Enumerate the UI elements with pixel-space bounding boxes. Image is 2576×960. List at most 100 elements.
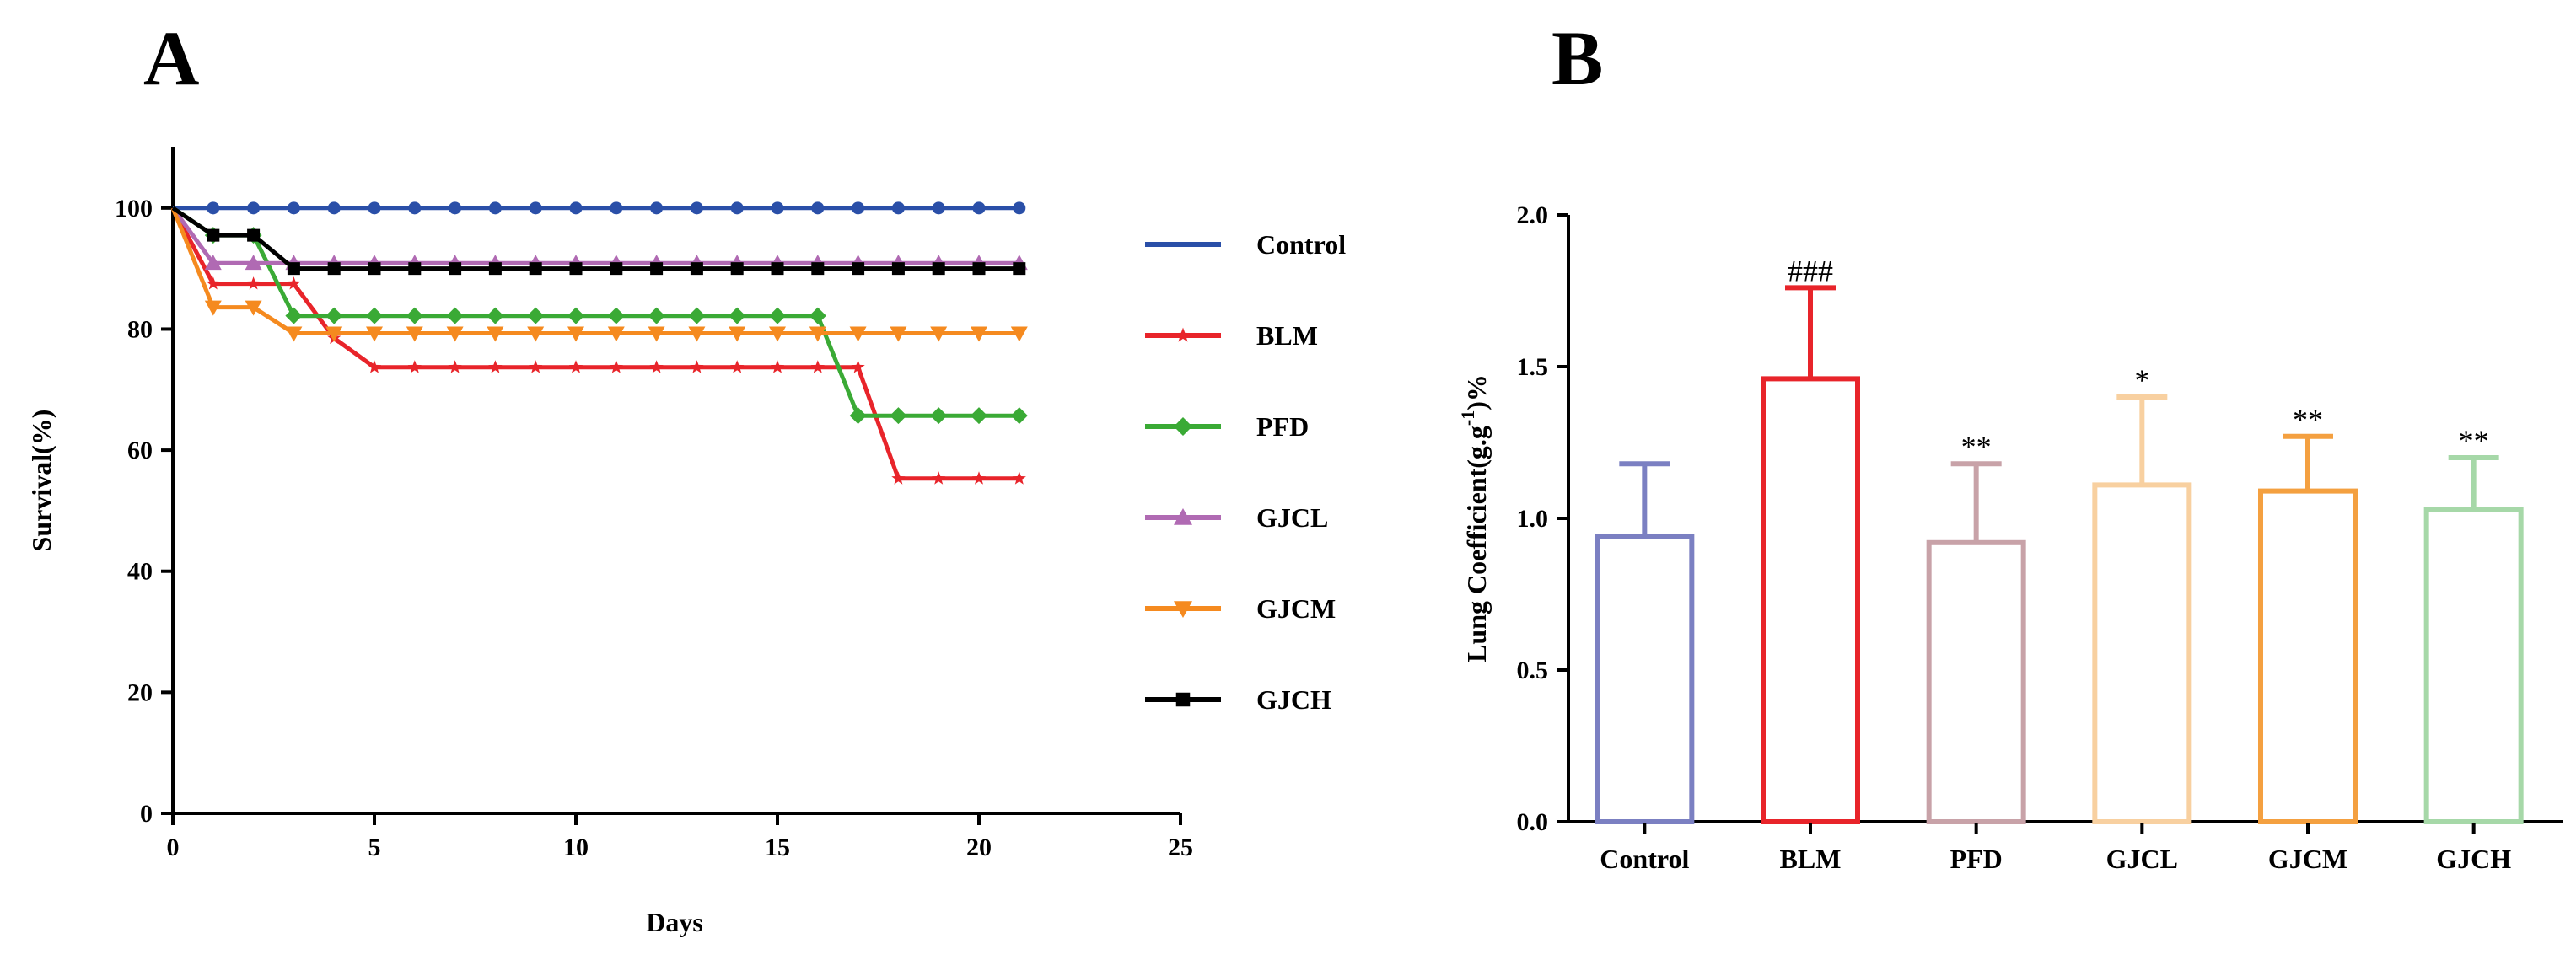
data-point [891, 471, 906, 485]
significance-label: ** [2293, 403, 2323, 437]
legend-label: BLM [1256, 320, 1318, 351]
data-point [610, 201, 623, 215]
x-tick-label: 25 [1168, 834, 1193, 861]
data-point [408, 262, 422, 276]
data-point [488, 201, 502, 215]
data-point [1174, 601, 1192, 618]
data-point [972, 201, 986, 215]
data-point [406, 326, 423, 342]
data-point [972, 262, 986, 276]
data-point [1174, 417, 1192, 436]
data-point [690, 360, 704, 373]
data-point [770, 360, 785, 373]
data-point [971, 471, 987, 485]
data-point [811, 201, 825, 215]
data-point [327, 262, 341, 276]
x-axis-title: Days [646, 907, 703, 937]
data-point [688, 307, 706, 324]
data-point [650, 201, 664, 215]
data-point [650, 262, 664, 276]
y-tick-label: 80 [127, 315, 153, 343]
data-point [449, 201, 462, 215]
data-point [932, 262, 945, 276]
legend-item-gjcl: GJCL [1145, 502, 1328, 533]
data-point [891, 201, 905, 215]
legend-item-control: Control [1145, 229, 1346, 260]
data-point [1012, 471, 1026, 485]
data-point [206, 276, 220, 290]
data-point [529, 360, 543, 373]
data-point [932, 201, 945, 215]
bar [1595, 534, 1695, 824]
data-point [204, 255, 222, 271]
data-point [1010, 326, 1028, 342]
data-point [730, 360, 745, 373]
significance-label: ** [1961, 430, 1992, 464]
y-axis-title: Lung Coefficient(g.g-1)% [1457, 374, 1492, 662]
bar [2258, 488, 2358, 824]
series-gjcm [170, 206, 1028, 342]
panel-a-letter: A [143, 15, 199, 101]
category-label: Control [1600, 844, 1689, 874]
data-point [488, 262, 502, 276]
series-line [170, 206, 1019, 335]
bar-group-gjcm: GJCM ** [2258, 403, 2358, 874]
data-point [285, 307, 303, 324]
data-point [971, 407, 987, 425]
data-point [607, 307, 625, 324]
data-point [1175, 692, 1191, 707]
data-point [366, 326, 383, 342]
x-tick-label: 10 [563, 834, 589, 861]
data-point [809, 307, 826, 324]
bar-group-pfd: PFD ** [1926, 430, 2026, 874]
data-point [449, 262, 462, 276]
data-point [932, 471, 946, 485]
data-point [769, 326, 786, 342]
data-point [569, 201, 583, 215]
data-point [246, 276, 261, 290]
y-tick-label: 0.5 [1517, 657, 1549, 684]
data-point [287, 201, 300, 215]
significance-label: * [2134, 363, 2149, 397]
data-point [568, 360, 583, 373]
bar-group-gjcl: GJCL * [2092, 363, 2192, 874]
data-point [730, 262, 744, 276]
data-point [567, 326, 584, 342]
bar [2092, 482, 2192, 825]
data-point [325, 307, 343, 324]
series-pfd [171, 206, 1028, 425]
data-point [247, 201, 261, 215]
bar-group-blm: BLM ### [1761, 254, 1860, 874]
significance-label: ** [2459, 424, 2489, 458]
data-point [1013, 201, 1026, 215]
data-point [247, 228, 261, 242]
data-point [852, 201, 865, 215]
category-label: GJCH [2436, 844, 2511, 874]
data-point [771, 201, 784, 215]
series-control [173, 201, 1026, 215]
data-point [891, 262, 905, 276]
bar-group-control: Control [1595, 461, 1695, 874]
data-point [648, 307, 665, 324]
data-point [890, 326, 907, 342]
y-axis-title: Survival(%) [26, 410, 56, 552]
data-point [327, 201, 341, 215]
data-point [930, 326, 948, 342]
data-point [849, 407, 867, 425]
data-point [366, 307, 383, 324]
data-point [769, 307, 786, 324]
data-point [849, 326, 867, 342]
category-label: GJCL [2106, 844, 2178, 874]
category-label: BLM [1780, 844, 1842, 874]
data-point [890, 407, 907, 425]
data-point [729, 326, 746, 342]
data-point [811, 262, 825, 276]
data-point [1175, 327, 1191, 342]
x-tick-label: 5 [368, 834, 381, 861]
y-tick-label: 20 [127, 678, 153, 706]
data-point [971, 326, 987, 342]
legend-label: GJCL [1256, 502, 1328, 533]
data-point [609, 360, 623, 373]
data-point [527, 326, 545, 342]
